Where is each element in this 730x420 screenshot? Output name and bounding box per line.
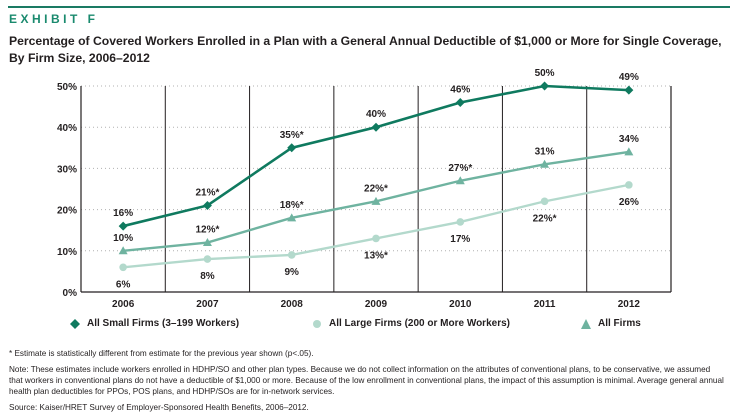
data-label: 22%*: [533, 213, 557, 224]
data-point-diamond: [624, 85, 634, 95]
data-label: 31%: [535, 146, 555, 157]
data-point-circle: [119, 263, 127, 272]
data-point-triangle: [455, 176, 465, 185]
data-point-circle: [540, 197, 549, 206]
source-note: Source: Kaiser/HRET Survey of Employer-S…: [9, 403, 309, 412]
footnotes: * Estimate is statistically different fr…: [9, 348, 724, 418]
data-label: 35%*: [280, 130, 304, 141]
data-label: 46%: [450, 84, 470, 95]
data-label: 26%: [619, 197, 639, 208]
data-point-triangle: [118, 246, 128, 255]
y-tick-label: 40%: [57, 123, 77, 134]
data-point-triangle: [371, 196, 381, 205]
data-point-diamond: [118, 221, 128, 231]
y-axis-ticks: 0% 10% 20% 30% 40% 50%: [57, 82, 77, 299]
plot-frame: [80, 86, 672, 293]
data-point-circle: [372, 234, 380, 243]
data-label: 17%: [450, 234, 470, 245]
x-tick-label: 2010: [449, 299, 472, 310]
data-label: 6%: [116, 279, 131, 290]
legend-label: All Small Firms (3–199 Workers): [87, 318, 240, 329]
data-label: 40%: [366, 109, 386, 120]
data-point-triangle: [624, 147, 634, 156]
data-point-diamond: [540, 81, 550, 91]
data-label: 34%: [619, 134, 639, 145]
data-point-diamond: [202, 200, 212, 210]
data-label: 8%: [200, 271, 215, 282]
data-label: 21%*: [195, 187, 219, 198]
data-label: 13%*: [364, 250, 388, 261]
data-label: 49%: [619, 72, 639, 83]
x-tick-label: 2006: [112, 299, 135, 310]
legend-item-small-firms: All Small Firms (3–199 Workers): [70, 318, 239, 329]
x-tick-label: 2009: [365, 299, 388, 310]
data-point-circle: [203, 255, 212, 263]
legend-label: All Large Firms (200 or More Workers): [329, 318, 510, 329]
circle-marker-icon: [313, 319, 321, 328]
legend-item-large-firms: All Large Firms (200 or More Workers): [312, 318, 510, 329]
data-point-triangle: [287, 213, 297, 222]
data-label: 27%*: [448, 163, 472, 174]
exhibit-label: EXHIBIT F: [9, 12, 99, 26]
data-label: 9%: [284, 267, 299, 278]
data-labels: 6% 8% 9% 13%* 17% 22%* 26% 10% 12%* 18%* 22%* 27%* 3…: [113, 68, 639, 290]
y-tick-label: 10%: [57, 247, 77, 258]
data-label: 18%*: [280, 200, 304, 211]
x-axis-ticks: 2006 2007 2008 2009 2010 2011 2012: [112, 299, 640, 310]
data-point-circle: [625, 181, 633, 189]
chart-title: Percentage of Covered Workers Enrolled i…: [9, 34, 722, 65]
x-tick-label: 2011: [534, 299, 556, 310]
top-rule: [8, 6, 730, 8]
series-group: [118, 81, 634, 272]
y-tick-label: 20%: [57, 206, 77, 217]
data-label: 50%: [535, 68, 555, 79]
x-tick-label: 2012: [618, 299, 641, 310]
legend-label: All Firms: [598, 318, 641, 329]
data-point-diamond: [287, 143, 297, 153]
data-point-circle: [287, 251, 296, 259]
data-point-circle: [456, 218, 465, 226]
x-tick-label: 2008: [281, 299, 304, 310]
data-point-triangle: [202, 238, 212, 247]
data-label: 22%*: [364, 183, 388, 194]
legend: All Small Firms (3–199 Workers) All Larg…: [0, 318, 730, 334]
data-label: 10%: [113, 233, 133, 244]
legend-item-all-firms: All Firms: [581, 318, 641, 329]
triangle-marker-icon: [581, 318, 591, 329]
data-point-diamond: [371, 122, 381, 132]
y-tick-label: 30%: [57, 164, 77, 175]
diamond-marker-icon: [70, 318, 80, 329]
asterisk-note: * Estimate is statistically different fr…: [9, 349, 314, 358]
data-point-diamond: [455, 97, 465, 107]
y-tick-label: 0%: [63, 288, 78, 299]
methodology-note: Note: These estimates include workers en…: [9, 365, 724, 396]
data-point-triangle: [540, 159, 550, 168]
y-tick-label: 50%: [57, 82, 77, 93]
data-label: 16%: [113, 208, 133, 219]
x-tick-label: 2007: [196, 299, 219, 310]
data-label: 12%*: [195, 225, 219, 236]
